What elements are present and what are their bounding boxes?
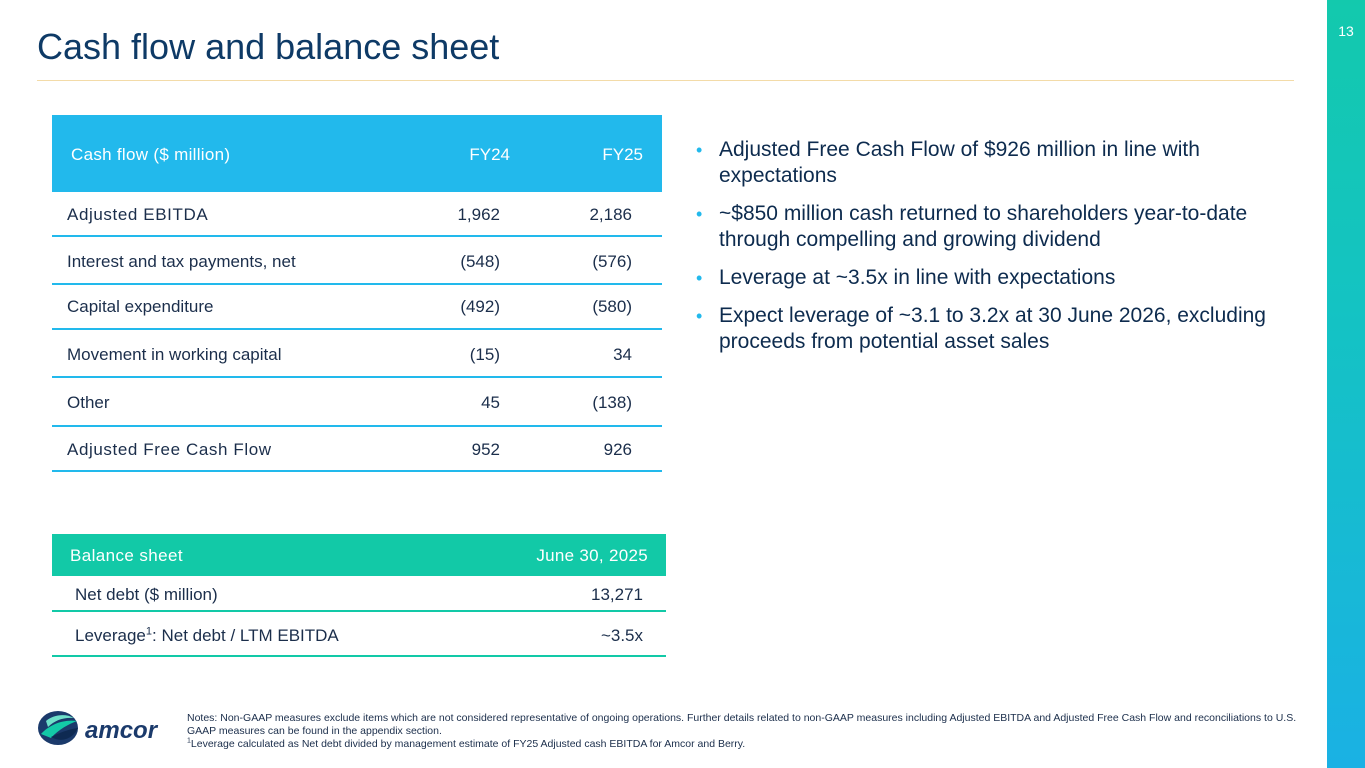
footnotes: Notes: Non-GAAP measures exclude items w… [187,712,1297,751]
row-fy25-value: (576) [592,252,632,271]
cash-flow-header-label: Cash flow ($ million) [71,145,231,164]
row-label: Capital expenditure [67,297,214,316]
footnote-marker: 1 [145,625,153,638]
row-label: Other [67,393,110,412]
row-label: Movement in working capital [67,345,282,364]
row-fy25-value: 926 [603,440,632,459]
title-divider [37,80,1294,81]
notes-text: Notes: Non-GAAP measures exclude items w… [187,712,1297,737]
row-fy24-value: 45 [481,393,500,412]
slide-title: Cash flow and balance sheet [37,26,500,67]
bullet-icon: • [696,204,703,224]
balance-sheet-table: Balance sheet June 30, 2025 Net debt ($ … [52,534,666,657]
row-fy24-value: (15) [469,345,500,364]
cash-flow-header-fy24: FY24 [469,145,510,164]
cash-flow-table-header: Cash flow ($ million) FY24 FY25 [52,115,662,192]
leverage-label-rest: : Net debt / LTM EBITDA [152,626,339,645]
bullet-icon: • [696,268,703,288]
row-fy24-value: 1,962 [457,205,500,224]
table-row: Adjusted EBITDA 1,962 2,186 [52,192,662,237]
table-row: Capital expenditure (492) (580) [52,285,662,330]
list-item: • ~$850 million cash returned to sharehol… [694,201,1294,253]
key-points-list: • Adjusted Free Cash Flow of $926 million… [694,137,1294,367]
row-value: 13,271 [591,585,643,604]
row-fy25-value: (138) [592,393,632,412]
logo-mark-icon [38,711,78,745]
bullet-text: Adjusted Free Cash Flow of $926 million … [719,138,1200,187]
bullet-text: Leverage at ~3.5x in line with expectati… [719,266,1116,289]
side-accent-bar [1327,0,1365,768]
balance-sheet-header-label: Balance sheet [70,546,183,565]
row-label: Interest and tax payments, net [67,252,296,271]
amcor-logo: amcor [38,711,159,745]
table-row: Interest and tax payments, net (548) (57… [52,237,662,285]
table-row: Net debt ($ million) 13,271 [52,576,666,612]
row-fy24-value: (548) [460,252,500,271]
leverage-footnote-text: Leverage calculated as Net debt divided … [190,738,746,750]
cash-flow-header-fy25: FY25 [602,145,643,164]
footnote-marker: 1 [187,737,191,745]
table-row: Adjusted Free Cash Flow 952 926 [52,427,662,472]
row-label: Leverage1: Net debt / LTM EBITDA [75,626,339,646]
row-fy24-value: (492) [460,297,500,316]
bullet-icon: • [696,306,703,326]
table-row: Movement in working capital (15) 34 [52,330,662,378]
row-label: Net debt ($ million) [75,585,218,604]
row-fy24-value: 952 [471,440,500,459]
list-item: • Adjusted Free Cash Flow of $926 million… [694,137,1294,189]
row-label: Adjusted EBITDA [67,205,209,224]
cash-flow-table: Cash flow ($ million) FY24 FY25 Adjusted… [52,115,662,472]
balance-sheet-header-date: June 30, 2025 [536,546,648,565]
bullet-text: ~$850 million cash returned to sharehold… [719,202,1248,251]
leverage-footnote: 1Leverage calculated as Net debt divided… [187,738,1297,751]
page-number: 13 [1338,23,1354,39]
balance-sheet-table-header: Balance sheet June 30, 2025 [52,534,666,576]
svg-text:amcor: amcor [85,717,159,744]
row-fy25-value: 34 [613,345,632,364]
row-label: Adjusted Free Cash Flow [67,440,272,459]
row-value: ~3.5x [600,626,643,645]
leverage-label: Leverage [75,626,146,645]
list-item: • Leverage at ~3.5x in line with expectat… [694,265,1294,291]
row-fy25-value: 2,186 [589,205,632,224]
table-row: Leverage1: Net debt / LTM EBITDA ~3.5x [52,612,666,657]
table-row: Other 45 (138) [52,378,662,427]
list-item: • Expect leverage of ~3.1 to 3.2x at 30 J… [694,303,1294,355]
bullet-icon: • [696,140,703,160]
bullet-text: Expect leverage of ~3.1 to 3.2x at 30 Ju… [719,304,1266,353]
row-fy25-value: (580) [592,297,632,316]
